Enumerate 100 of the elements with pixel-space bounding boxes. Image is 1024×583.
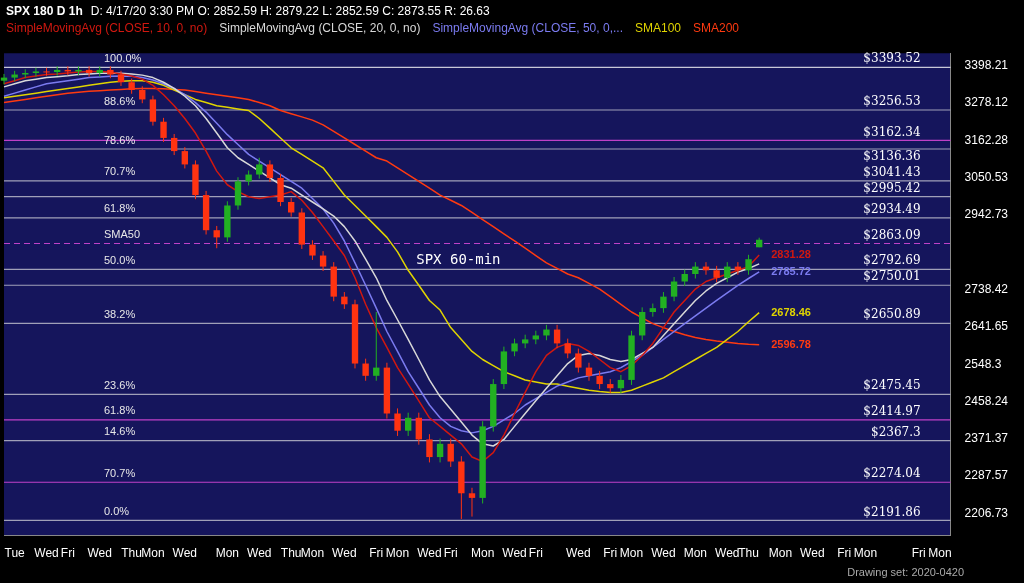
x-tick-label: Tue xyxy=(4,546,26,561)
x-tick-label: Fri xyxy=(60,546,75,561)
x-tick-label: Wed xyxy=(651,546,676,561)
x-tick-label: Wed xyxy=(417,546,442,561)
ref-line-label: $3393.52 xyxy=(863,51,921,66)
x-tick-label: Fri xyxy=(369,546,384,561)
y-tick-label: 2548.3 xyxy=(964,356,1002,371)
y-tick-label: 2458.24 xyxy=(964,393,1009,408)
annotation: 23.6% xyxy=(104,378,136,391)
ref-line-label: $2414.97 xyxy=(863,404,921,419)
y-tick-label: 2287.57 xyxy=(964,468,1009,483)
candlestick xyxy=(745,254,752,276)
ref-line-label: $3136.36 xyxy=(863,149,921,164)
x-tick-label: Fri xyxy=(603,546,618,561)
candlestick xyxy=(564,338,571,359)
x-tick-label: Fri xyxy=(837,546,852,561)
annotation: 61.8% xyxy=(104,202,136,215)
x-tick-label: Wed xyxy=(34,546,59,561)
candlestick xyxy=(309,239,316,261)
candlestick xyxy=(724,261,731,283)
ref-line-label: $2367.3 xyxy=(871,424,921,439)
x-tick-label: Mon xyxy=(215,546,240,561)
annotation: 88.6% xyxy=(104,94,136,107)
candlestick xyxy=(436,438,444,463)
x-tick-label: Mon xyxy=(768,546,793,561)
ref-line-label: $2792.69 xyxy=(863,253,921,268)
chart-subtitle: D: 4/17/20 3:30 PM O: 2852.59 H: 2879.22 L: 2852.59 C: 2873.55 R: 26.63 xyxy=(90,4,490,18)
x-tick-label: Wed xyxy=(566,546,591,561)
candlestick xyxy=(0,73,8,85)
x-tick-label: Wed xyxy=(715,546,740,561)
x-tick-label: Mon xyxy=(928,546,952,561)
candlestick xyxy=(256,157,263,180)
text: SMA200 xyxy=(693,21,740,35)
candlestick xyxy=(373,311,380,382)
candlestick xyxy=(32,67,40,78)
x-tick-label: Wed xyxy=(87,546,112,561)
x-tick-label: Mon xyxy=(300,546,325,561)
annotation: 38.2% xyxy=(104,307,136,320)
y-tick-label: 2942.73 xyxy=(964,207,1009,222)
text: Drawing set: 2020-0420 xyxy=(847,566,964,578)
text: SimpleMovingAvg (CLOSE, 50, 0,... xyxy=(432,21,623,35)
x-tick-label: Mon xyxy=(385,546,410,561)
ref-line-label: $2475.45 xyxy=(863,378,921,393)
candlestick xyxy=(585,362,593,382)
candlestick xyxy=(181,146,189,169)
text: SimpleMovingAvg (CLOSE, 10, 0, no) xyxy=(6,21,208,35)
candlestick xyxy=(362,358,369,382)
y-tick-label: 3278.12 xyxy=(964,95,1009,110)
ref-line-label: $3041.43 xyxy=(863,164,921,179)
x-tick-label: Mon xyxy=(853,546,878,561)
x-tick-label: Mon xyxy=(683,546,708,561)
candlestick xyxy=(149,95,157,127)
x-tick-label: Wed xyxy=(172,546,198,561)
candlestick xyxy=(415,412,422,446)
ref-line-label: $2191.86 xyxy=(863,504,921,519)
annotation: 50.0% xyxy=(104,253,136,266)
candlestick xyxy=(404,412,412,437)
annotation: 100.0% xyxy=(104,51,142,64)
candlestick xyxy=(426,433,433,463)
annotation: 70.7% xyxy=(104,165,136,178)
y-tick-label: 2641.65 xyxy=(964,319,1009,334)
candlestick xyxy=(213,225,220,249)
ref-line-label: $2650.89 xyxy=(863,307,921,322)
x-tick-label: Wed xyxy=(332,546,357,561)
x-tick-label: Thu xyxy=(121,546,142,561)
x-tick-label: Fri xyxy=(443,546,458,561)
y-tick-label: 2206.73 xyxy=(964,505,1009,520)
x-tick-label: Fri xyxy=(528,546,543,561)
x-tick-label: Thu xyxy=(738,546,759,561)
x-tick-label: Mon xyxy=(470,546,495,561)
ref-line-label: $2750.01 xyxy=(863,269,921,284)
annotation: SMA50 xyxy=(104,228,141,241)
x-tick-label: Mon xyxy=(141,546,165,561)
data-label: 2596.78 xyxy=(771,337,811,350)
candlestick xyxy=(447,438,454,468)
candlestick xyxy=(670,276,678,302)
ref-line-label: $3256.53 xyxy=(863,94,921,109)
ref-line-label: $2934.49 xyxy=(863,202,921,217)
annotation: 70.7% xyxy=(104,466,136,479)
candlestick xyxy=(660,291,667,314)
candlestick xyxy=(160,117,167,143)
annotation: 14.6% xyxy=(104,425,136,438)
candlestick xyxy=(575,348,582,374)
x-tick-label: Fri xyxy=(911,546,926,561)
candlestick xyxy=(287,197,295,218)
candlestick xyxy=(596,370,603,390)
x-tick-label: Thu xyxy=(280,546,302,561)
ref-line-label: $2995.42 xyxy=(863,180,921,195)
data-label: 2831.28 xyxy=(771,248,811,261)
x-tick-label: Wed xyxy=(502,546,527,561)
x-tick-label: Mon xyxy=(619,546,644,561)
y-tick-label: 2738.42 xyxy=(964,281,1009,296)
candlestick xyxy=(394,407,401,437)
y-tick-label: 3162.28 xyxy=(964,132,1009,147)
candlestick xyxy=(638,306,646,341)
text: SimpleMovingAvg (CLOSE, 20, 0, no) xyxy=(219,21,421,35)
candlestick xyxy=(617,374,625,394)
y-tick-label: 3398.21 xyxy=(964,58,1009,73)
annotation: 0.0% xyxy=(104,504,130,517)
candlestick xyxy=(468,487,476,518)
